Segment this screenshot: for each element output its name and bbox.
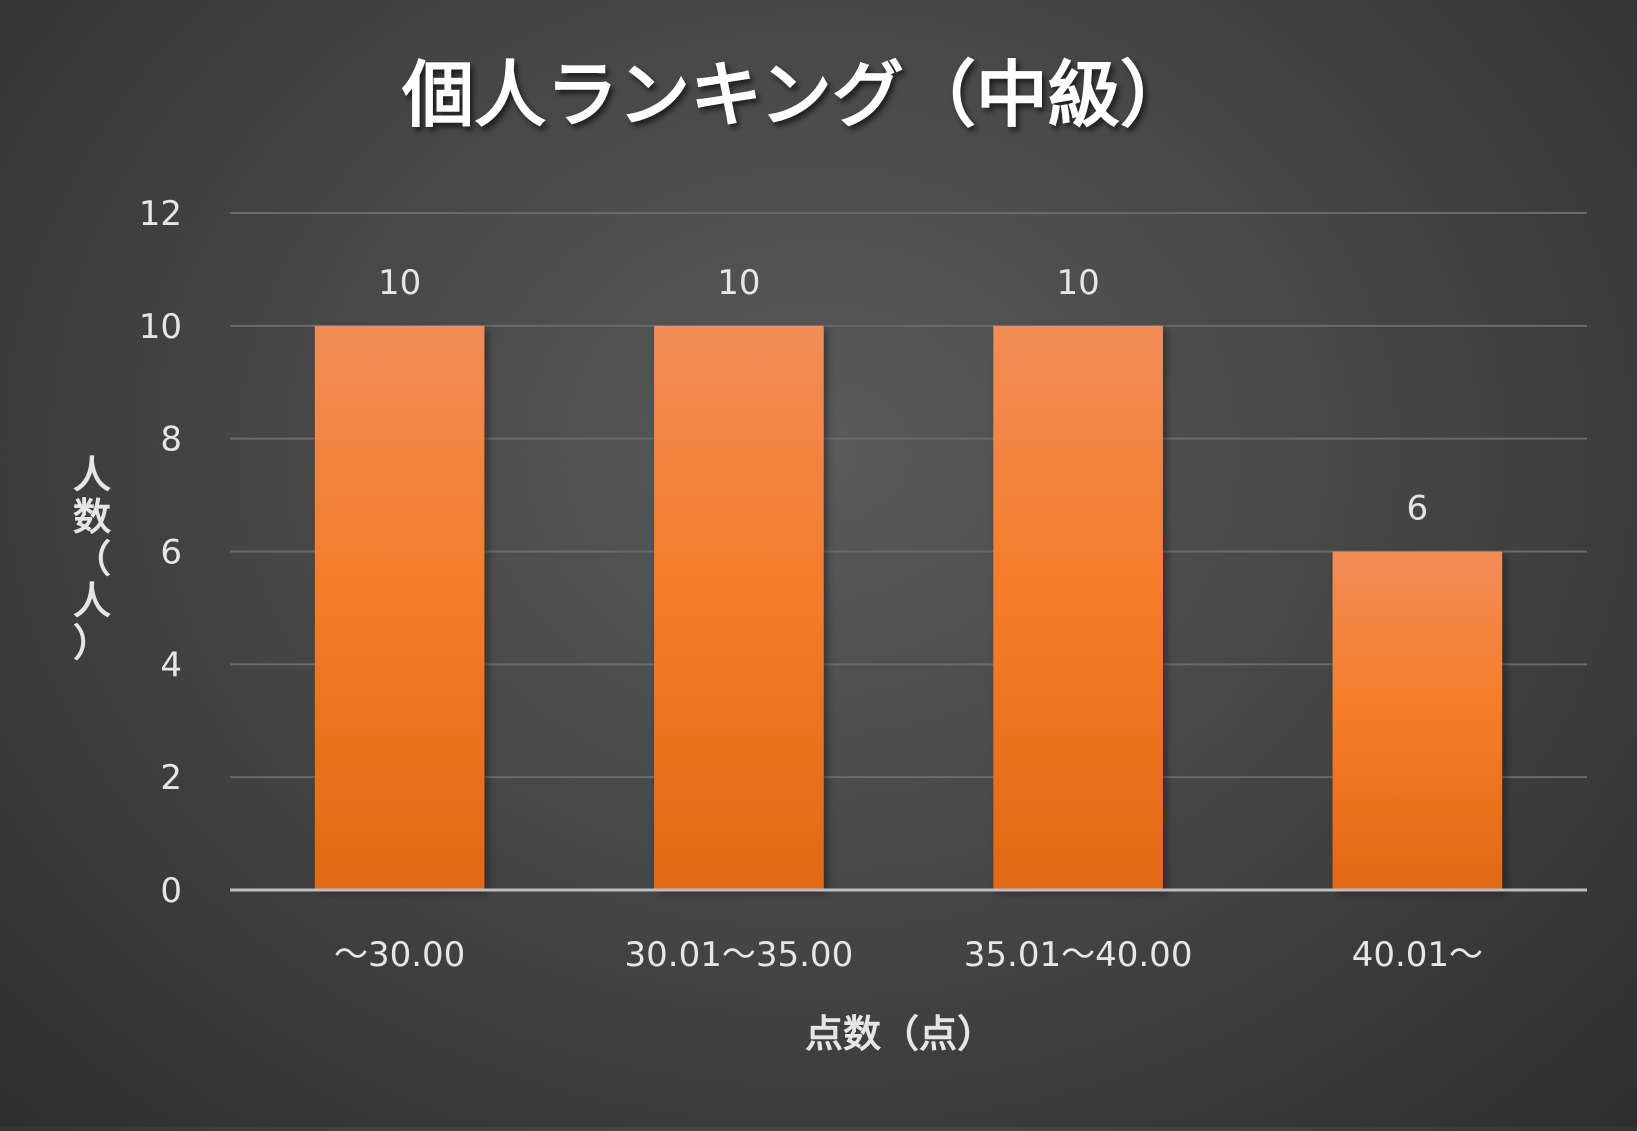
data-label: 10: [717, 263, 760, 303]
bar: [993, 325, 1163, 890]
x-tick-label: ～30.00: [334, 935, 465, 975]
y-tick-label: 6: [160, 533, 182, 573]
x-tick-labels: ～30.00 30.01～35.00 35.01～40.00 40.01～: [334, 935, 1483, 975]
data-labels: 10 10 10 6: [378, 263, 1428, 529]
y-tick-label: 4: [160, 645, 182, 685]
y-axis-label: 人数（人）: [73, 453, 111, 665]
bar: [314, 325, 485, 890]
y-tick-labels: 0 2 4 6 8 10 12: [139, 194, 182, 911]
data-label: 10: [378, 263, 421, 303]
x-tick-label: 30.01～35.00: [625, 935, 854, 975]
x-axis-label: 点数（点）: [805, 1012, 995, 1056]
data-label: 6: [1407, 489, 1429, 529]
chart-title: 個人ランキング（中級）: [401, 53, 1192, 137]
bar: [654, 325, 824, 890]
data-label: 10: [1056, 263, 1099, 303]
y-tick-label: 2: [160, 758, 182, 798]
y-tick-label: 10: [139, 307, 182, 347]
x-tick-label: 40.01～: [1352, 935, 1483, 975]
y-tick-label: 8: [160, 420, 182, 460]
bar: [1332, 551, 1503, 890]
bars: [314, 325, 1503, 890]
y-tick-label: 12: [139, 194, 182, 234]
x-tick-label: 35.01～40.00: [964, 935, 1193, 975]
y-tick-label: 0: [160, 871, 182, 911]
